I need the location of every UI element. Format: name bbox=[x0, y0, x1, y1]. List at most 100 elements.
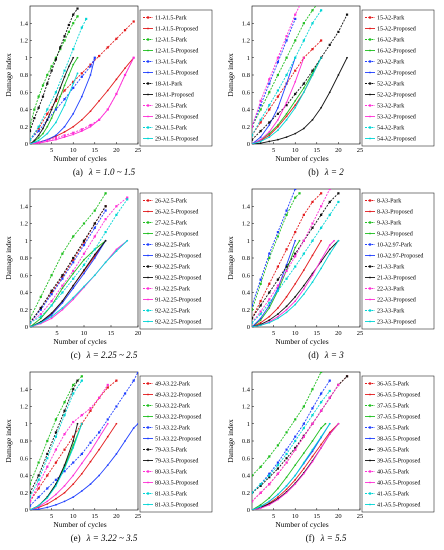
legend-entry: 39-λ5.5-Proposed bbox=[377, 459, 420, 465]
series-marker bbox=[104, 209, 107, 212]
series-marker bbox=[98, 99, 101, 102]
series-marker bbox=[72, 86, 75, 90]
series-marker bbox=[124, 67, 126, 69]
legend-box bbox=[361, 9, 435, 147]
x-axis-label: Number of cycles bbox=[275, 520, 328, 529]
series-marker bbox=[302, 405, 305, 408]
series-marker bbox=[80, 375, 83, 378]
series-marker bbox=[72, 48, 75, 51]
series-marker bbox=[268, 500, 271, 503]
series-line bbox=[30, 57, 78, 144]
x-axis-label: Number of cycles bbox=[275, 337, 328, 346]
legend-marker bbox=[146, 287, 150, 290]
series-marker bbox=[72, 131, 75, 134]
series-marker bbox=[294, 295, 297, 298]
series-marker bbox=[252, 125, 254, 128]
series-marker bbox=[104, 261, 107, 264]
series-marker bbox=[59, 87, 62, 89]
legend-marker bbox=[368, 199, 372, 202]
series-line bbox=[252, 189, 331, 323]
series-marker bbox=[268, 108, 271, 111]
series-marker bbox=[80, 130, 83, 132]
series-marker bbox=[72, 261, 75, 264]
series-marker bbox=[285, 488, 288, 491]
legend-marker bbox=[369, 503, 371, 506]
legend-marker bbox=[147, 254, 149, 257]
series-marker bbox=[259, 142, 262, 144]
legend-entry: 81-λ3.5-Proposed bbox=[155, 503, 198, 509]
series-marker bbox=[268, 304, 271, 307]
series-marker bbox=[72, 383, 75, 387]
series-marker bbox=[80, 414, 83, 417]
series-marker bbox=[80, 490, 83, 492]
legend: 26-λ2.5-Park 26-λ2.5-Proposed 27-λ2.5-Park… bbox=[139, 192, 213, 330]
series-marker bbox=[252, 143, 253, 144]
series-line bbox=[30, 384, 109, 502]
series-marker bbox=[294, 483, 297, 486]
series-marker bbox=[63, 131, 66, 133]
legend-entry: 40-λ5.5-Park bbox=[377, 470, 410, 476]
legend-marker bbox=[146, 309, 150, 312]
x-tick-label: 10 bbox=[292, 330, 299, 337]
series-marker bbox=[276, 60, 280, 64]
series-line bbox=[30, 197, 128, 324]
series-line bbox=[30, 18, 87, 140]
series-line bbox=[30, 16, 78, 127]
series-marker bbox=[63, 134, 66, 137]
x-axis-label: Number of cycles bbox=[53, 520, 106, 529]
series-marker bbox=[63, 89, 66, 92]
series-marker bbox=[320, 56, 323, 59]
series-marker bbox=[50, 293, 53, 296]
series-marker bbox=[72, 461, 75, 464]
series-marker bbox=[50, 108, 53, 111]
y-tick-label: 1.2 bbox=[20, 404, 28, 411]
legend: 11-λ1.5-Park 11-λ1.5-Proposed 12-λ1.5-Park… bbox=[139, 9, 213, 147]
legend-marker bbox=[146, 470, 150, 473]
series-marker bbox=[63, 484, 66, 487]
series-marker bbox=[136, 372, 138, 374]
series-marker bbox=[123, 392, 127, 395]
series-marker bbox=[268, 136, 271, 139]
y-tick-label: 0.2 bbox=[20, 307, 28, 314]
series-marker bbox=[37, 508, 40, 510]
legend-marker bbox=[368, 287, 372, 290]
series-marker bbox=[30, 125, 32, 128]
x-tick-label: 10 bbox=[292, 147, 299, 154]
y-tick-label: 0.4 bbox=[242, 290, 251, 297]
series-marker bbox=[268, 131, 271, 133]
series-marker bbox=[54, 99, 58, 102]
series-marker bbox=[67, 23, 70, 27]
series-marker bbox=[93, 235, 96, 238]
series-marker bbox=[37, 125, 40, 128]
panel-caption: (b) λ = 2 bbox=[308, 167, 344, 177]
y-tick-label: 1.2 bbox=[20, 221, 28, 228]
series-marker bbox=[55, 138, 57, 141]
series-marker bbox=[30, 317, 32, 320]
series-marker bbox=[328, 244, 331, 246]
legend-entry: 53-λ2-Proposed bbox=[377, 115, 416, 121]
series-marker bbox=[72, 496, 75, 498]
series-marker bbox=[277, 138, 279, 141]
series-marker bbox=[268, 121, 271, 124]
series-marker bbox=[46, 487, 49, 490]
series-marker bbox=[39, 295, 42, 298]
x-tick-label: 15 bbox=[92, 513, 99, 520]
series-marker bbox=[328, 213, 331, 216]
y-tick-label: 1.2 bbox=[242, 221, 250, 228]
series-marker bbox=[30, 509, 31, 510]
y-tick-label: 1 bbox=[247, 421, 250, 428]
series-marker bbox=[82, 263, 86, 266]
series-marker bbox=[72, 287, 75, 290]
legend-entry: 23-λ3-Park bbox=[377, 309, 405, 315]
series-marker bbox=[311, 74, 314, 76]
y-tick-label: 0.2 bbox=[242, 490, 250, 497]
series-marker bbox=[285, 448, 288, 451]
legend: 8-λ3-Park 8-λ3-Proposed 9-λ3-Park 9-λ3-Prop… bbox=[361, 192, 435, 330]
series-marker bbox=[259, 118, 262, 121]
series-marker bbox=[50, 315, 53, 318]
series-marker bbox=[302, 82, 305, 85]
panel-caption: (e) λ = 3.22 ~ 3.5 bbox=[71, 533, 138, 543]
series-marker bbox=[50, 317, 53, 320]
x-tick-label: 20 bbox=[135, 330, 142, 337]
